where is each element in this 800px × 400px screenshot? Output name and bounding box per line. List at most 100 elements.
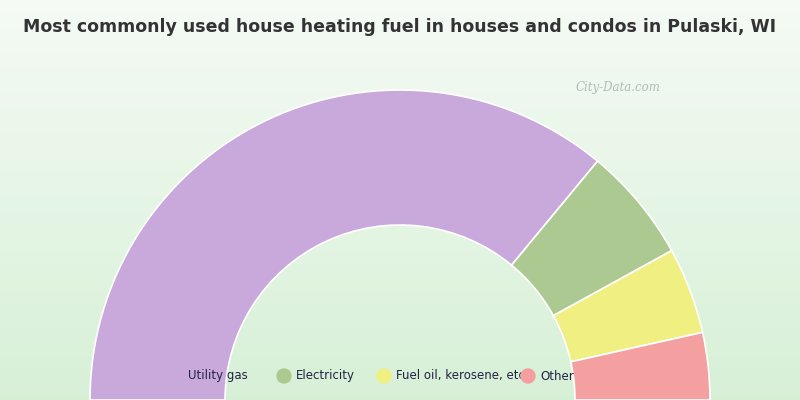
Circle shape [377,369,391,383]
Bar [0,366,800,368]
Bar [0,206,800,208]
Bar [0,342,800,344]
Bar [0,18,800,20]
Bar [0,62,800,64]
Bar [0,278,800,280]
Bar [0,132,800,134]
Text: Utility gas: Utility gas [188,370,248,382]
Bar [0,108,800,110]
Bar [0,380,800,382]
Bar [0,320,800,322]
Bar [0,234,800,236]
Bar [0,330,800,332]
Bar [0,190,800,192]
Bar [0,224,800,226]
Bar [0,218,800,220]
Bar [0,266,800,268]
Bar [0,348,800,350]
Bar [0,344,800,346]
Text: Other: Other [540,370,574,382]
Bar [0,110,800,112]
Bar [0,46,800,48]
Bar [0,214,800,216]
Circle shape [169,369,183,383]
Bar [0,112,800,114]
Bar [0,210,800,212]
Bar [0,168,800,170]
Text: Fuel oil, kerosene, etc.: Fuel oil, kerosene, etc. [396,370,529,382]
Bar [0,44,800,46]
Bar [0,172,800,174]
Bar [0,0,800,2]
Bar [0,244,800,246]
Bar [0,90,800,92]
Bar [0,340,800,342]
Bar [0,40,800,42]
Bar [0,208,800,210]
Bar [0,116,800,118]
Bar [0,134,800,136]
Bar [0,222,800,224]
Bar [0,76,800,78]
Bar [0,368,800,370]
Bar [0,6,800,8]
Bar [0,232,800,234]
Bar [0,386,800,388]
Bar [0,54,800,56]
Bar [0,16,800,18]
Bar [0,396,800,398]
Bar [0,130,800,132]
Bar [0,238,800,240]
Bar [0,280,800,282]
Bar [0,162,800,164]
Bar [0,154,800,156]
Bar [0,186,800,188]
Bar [0,200,800,202]
Bar [0,142,800,144]
Bar [0,4,800,6]
Bar [0,164,800,166]
Bar [0,14,800,16]
Bar [0,394,800,396]
Bar [0,236,800,238]
Bar [0,22,800,24]
Bar [0,8,800,10]
Bar [0,152,800,154]
Bar [0,324,800,326]
Bar [0,72,800,74]
Bar [0,82,800,84]
Bar [0,252,800,254]
Bar [0,308,800,310]
Bar [0,226,800,228]
Bar [0,100,800,102]
Bar [0,334,800,336]
Bar [0,178,800,180]
Bar [0,240,800,242]
Bar [0,300,800,302]
Bar [0,276,800,278]
Bar [0,306,800,308]
Bar [0,312,800,314]
Circle shape [277,369,291,383]
Bar [0,258,800,260]
Bar [0,94,800,96]
Bar [0,104,800,106]
Bar [0,260,800,262]
Bar [0,158,800,160]
Bar [0,160,800,162]
Bar [0,120,800,122]
Bar [0,52,800,54]
Bar [0,194,800,196]
Bar [0,384,800,386]
Bar [0,42,800,44]
Wedge shape [90,90,598,400]
Bar [0,36,800,38]
Bar [0,150,800,152]
Bar [0,338,800,340]
Bar [0,274,800,276]
Bar [0,180,800,182]
Bar [0,156,800,158]
Bar [0,228,800,230]
Bar [0,332,800,334]
Bar [0,350,800,352]
